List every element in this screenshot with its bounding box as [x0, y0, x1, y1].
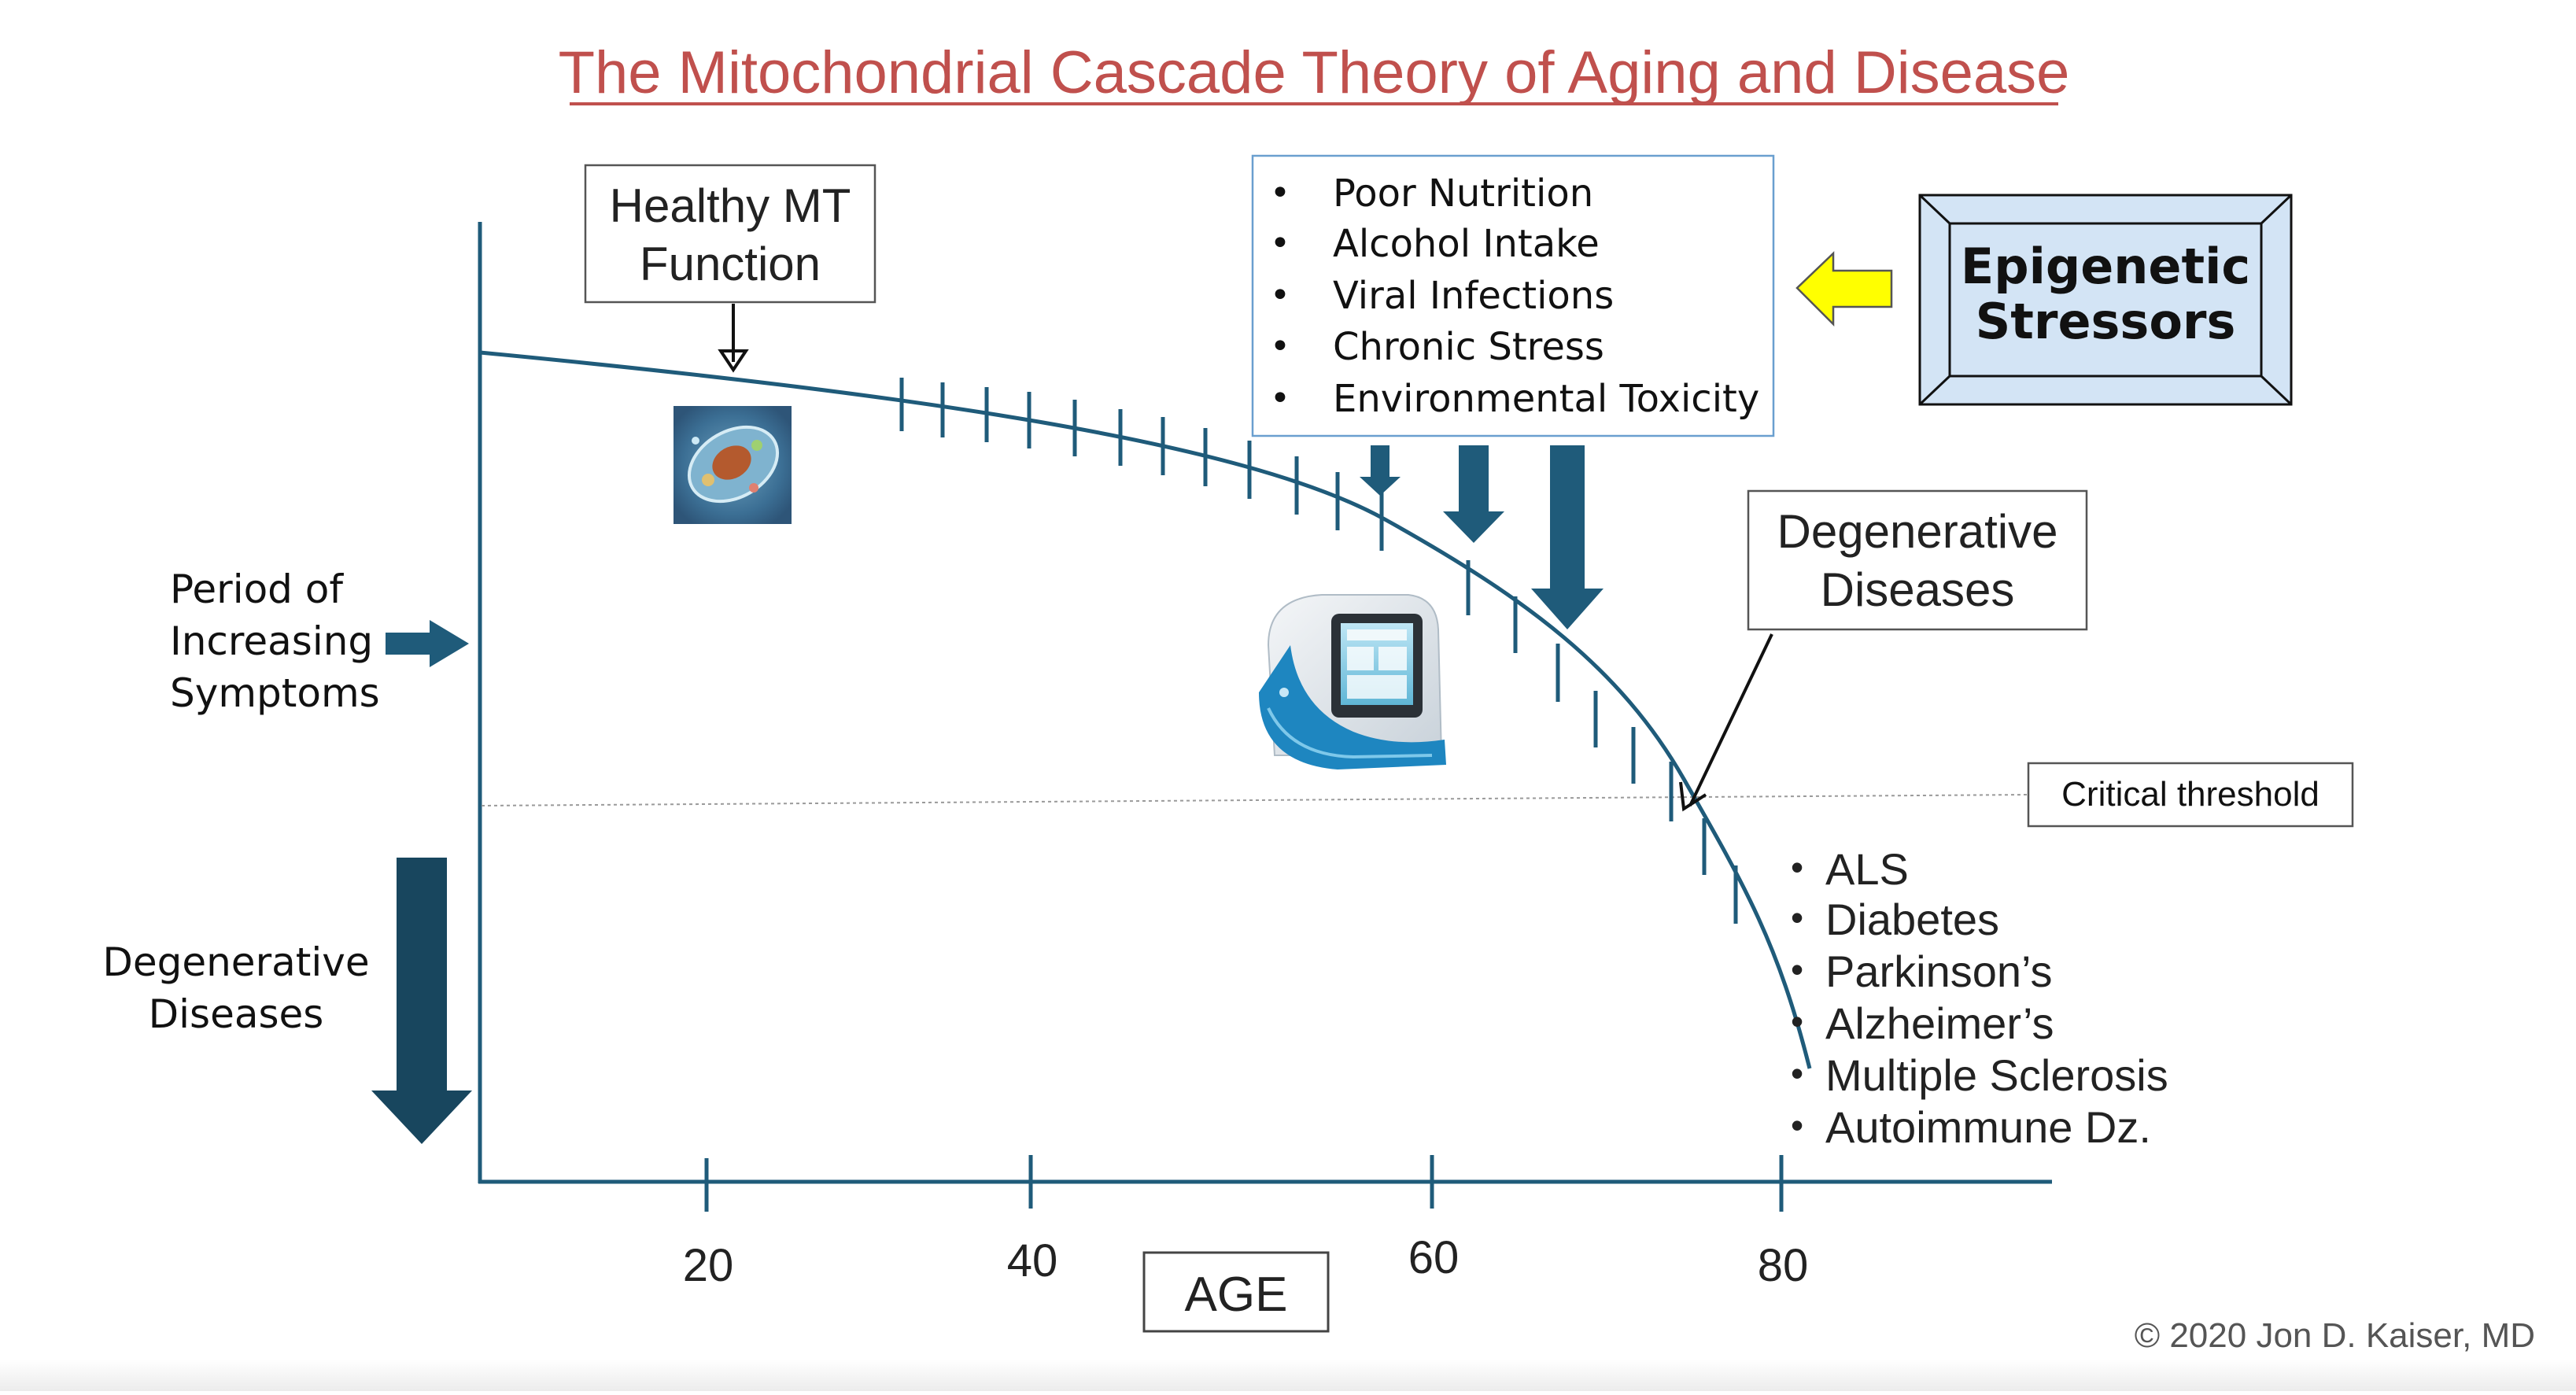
degenerative-diseases-box [1747, 489, 2088, 631]
stressor-list-box [1251, 154, 1775, 437]
down-arrow-medium [1443, 445, 1504, 543]
x-tick-label-20: 20 [683, 1240, 734, 1291]
symptoms-line1: Period of [170, 566, 344, 612]
symptoms-line2: Increasing [170, 618, 373, 664]
healthy-mt-pointer-head [718, 349, 749, 373]
copyright: © 2020 Jon D. Kaiser, MD [2135, 1316, 2535, 1355]
disease-bullet: • [1791, 949, 1803, 990]
degenerative-box-line2: Diseases [1821, 563, 2015, 616]
disease-bullet: • [1791, 1105, 1803, 1146]
disease-item: ALS [1825, 844, 1909, 894]
disease-item: Diabetes [1825, 895, 1999, 944]
stressor-bullet: • [1270, 327, 1290, 367]
seahorse-analyzer-image [1245, 579, 1454, 779]
degenerative-pointer-head [1679, 781, 1707, 812]
disease-bullet: • [1791, 1053, 1803, 1094]
decline-curve [479, 350, 1812, 1069]
stressor-bullet: • [1270, 173, 1290, 213]
disease-item: Parkinson’s [1825, 947, 2052, 996]
degenerative-pointer [1688, 633, 1773, 806]
healthy-mt-line1: Healthy MT [610, 179, 851, 232]
stressor-item: Viral Infections [1333, 274, 1614, 318]
x-tick-label-60: 60 [1408, 1232, 1460, 1283]
critical-threshold-line [481, 794, 2031, 806]
curve-tick-marks [899, 378, 1738, 924]
symptoms-right-arrow [386, 620, 469, 667]
disease-bullet: • [1791, 897, 1803, 938]
disease-bullet: • [1791, 1001, 1803, 1042]
disease-item: Multiple Sclerosis [1825, 1050, 2168, 1100]
stressor-bullet: • [1270, 275, 1290, 316]
stressor-item: Chronic Stress [1333, 325, 1604, 369]
stressor-item: Poor Nutrition [1333, 172, 1593, 216]
x-tick-label-40: 40 [1007, 1235, 1058, 1286]
disease-item: Alzheimer’s [1825, 998, 2054, 1048]
healthy-mt-line2: Function [640, 238, 821, 290]
critical-threshold-label: Critical threshold [2061, 775, 2320, 814]
critical-threshold-box [2027, 762, 2354, 828]
epigenetic-line2: Stressors [1976, 293, 2236, 350]
page-title: The Mitochondrial Cascade Theory of Agin… [559, 39, 2070, 106]
stressor-item: Environmental Toxicity [1333, 377, 1759, 421]
disease-list: • ALS • Diabetes • Parkinson’s • Alzheim… [1791, 844, 2168, 1152]
left-degenerative-line2: Diseases [149, 991, 324, 1037]
stressor-bullet: • [1270, 223, 1290, 264]
x-axis-label: AGE [1185, 1268, 1288, 1322]
symptoms-line3: Symptoms [170, 670, 380, 716]
left-degenerative-line1: Degenerative [102, 939, 369, 985]
down-arrow-large [1531, 445, 1604, 629]
x-tick-label-80: 80 [1758, 1240, 1809, 1291]
yellow-left-arrow [1795, 251, 1893, 327]
down-arrow-small [1360, 445, 1401, 496]
epigenetic-stressors-box [1918, 194, 2293, 406]
bottom-fade [0, 1360, 2576, 1391]
epigenetic-line1: Epigenetic [1961, 238, 2250, 295]
healthy-mt-box [584, 164, 877, 304]
disease-bullet: • [1791, 847, 1803, 888]
stressor-list: • Poor Nutrition • Alcohol Intake • Vira… [1270, 172, 1759, 421]
age-label-box [1142, 1251, 1330, 1333]
cell-image [674, 406, 792, 524]
degenerative-box-line1: Degenerative [1777, 505, 2058, 558]
stressor-item: Alcohol Intake [1333, 222, 1600, 266]
disease-item: Autoimmune Dz. [1825, 1102, 2151, 1152]
big-down-arrow [371, 858, 472, 1144]
stressor-bullet: • [1270, 378, 1290, 419]
